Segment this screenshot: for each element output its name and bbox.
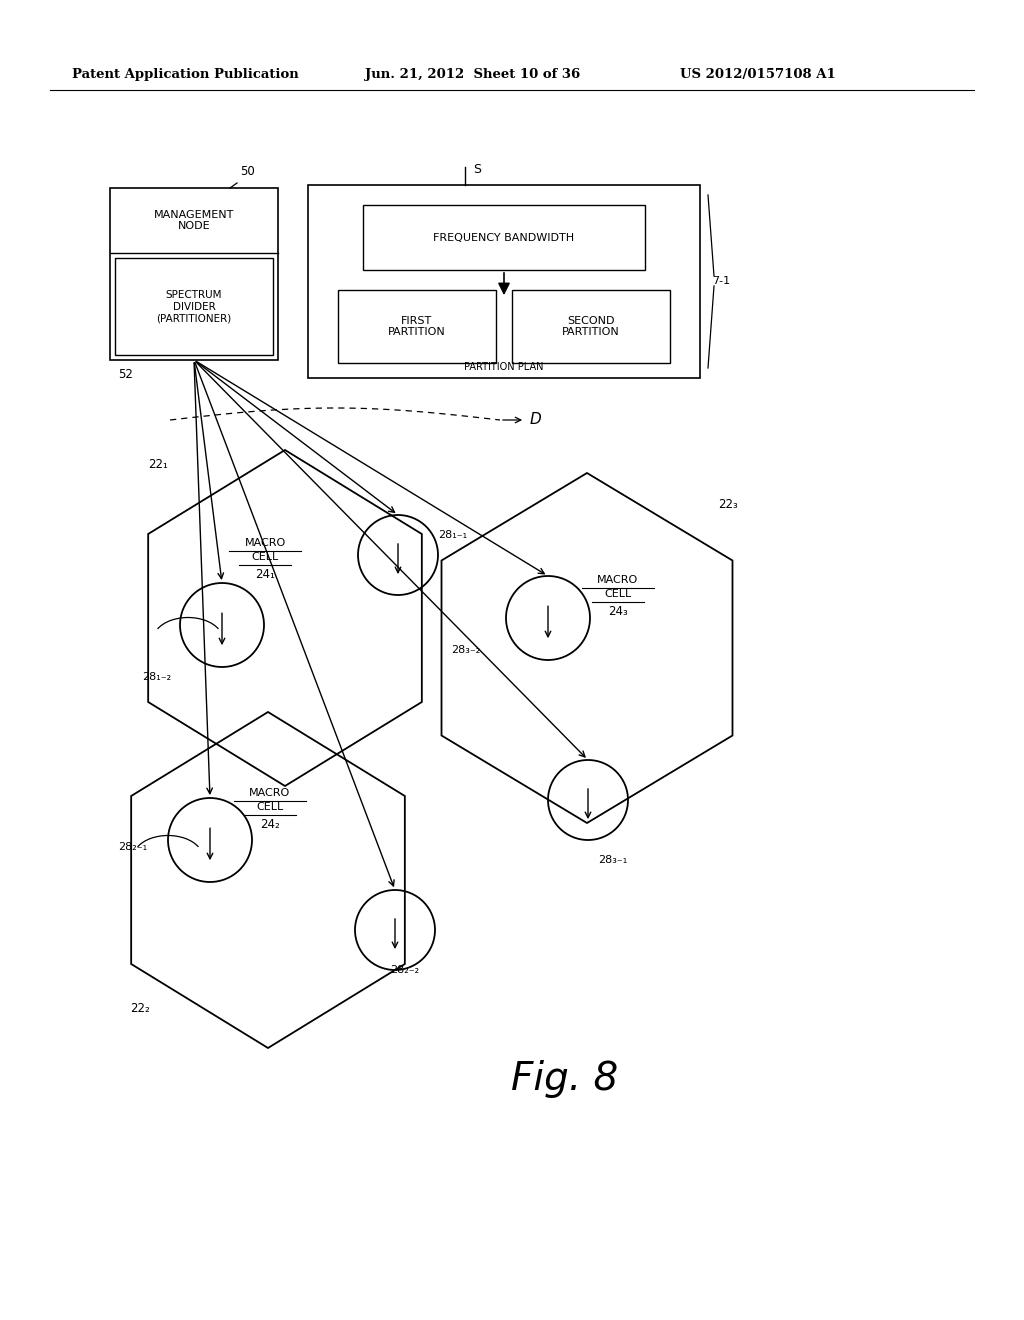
- Text: 24₂: 24₂: [260, 818, 280, 832]
- Text: SECOND
PARTITION: SECOND PARTITION: [562, 315, 620, 338]
- Text: FREQUENCY BANDWIDTH: FREQUENCY BANDWIDTH: [433, 232, 574, 243]
- Bar: [115, 259, 273, 355]
- Text: 22₂: 22₂: [130, 1002, 150, 1015]
- Bar: [512, 290, 670, 363]
- Text: 50: 50: [240, 165, 255, 178]
- Text: SPECTRUM
DIVIDER
(PARTITIONER): SPECTRUM DIVIDER (PARTITIONER): [157, 290, 231, 323]
- Text: 24₁: 24₁: [255, 568, 274, 581]
- Text: D: D: [530, 412, 542, 428]
- Text: PARTITION PLAN: PARTITION PLAN: [464, 362, 544, 372]
- Text: MANAGEMENT
NODE: MANAGEMENT NODE: [154, 210, 234, 231]
- Text: 22₃: 22₃: [718, 498, 737, 511]
- Text: 52: 52: [118, 368, 133, 381]
- Text: MACRO: MACRO: [245, 539, 286, 548]
- Text: FIRST
PARTITION: FIRST PARTITION: [388, 315, 445, 338]
- Text: 28₂₋₁: 28₂₋₁: [118, 842, 147, 851]
- Text: 28₁₋₂: 28₁₋₂: [142, 672, 171, 682]
- Text: 28₁₋₁: 28₁₋₁: [438, 531, 467, 540]
- Text: 28₃₋₁: 28₃₋₁: [598, 855, 628, 865]
- Text: CELL: CELL: [604, 589, 632, 599]
- Bar: [362, 205, 645, 271]
- Text: 24₃: 24₃: [608, 605, 628, 618]
- Text: Jun. 21, 2012  Sheet 10 of 36: Jun. 21, 2012 Sheet 10 of 36: [365, 69, 581, 81]
- Text: 22₁: 22₁: [148, 458, 168, 471]
- Text: US 2012/0157108 A1: US 2012/0157108 A1: [680, 69, 836, 81]
- Bar: [308, 185, 700, 378]
- Bar: [110, 187, 278, 360]
- Text: S: S: [473, 162, 481, 176]
- Text: MACRO: MACRO: [597, 576, 639, 585]
- Text: Patent Application Publication: Patent Application Publication: [72, 69, 299, 81]
- Text: MACRO: MACRO: [250, 788, 291, 799]
- Text: 7-1: 7-1: [712, 276, 730, 286]
- Text: CELL: CELL: [251, 552, 279, 562]
- Text: 28₃₋₂: 28₃₋₂: [451, 645, 480, 655]
- Text: CELL: CELL: [256, 803, 284, 812]
- Bar: [338, 290, 496, 363]
- Text: Fig. 8: Fig. 8: [511, 1060, 618, 1098]
- Text: 28₂₋₂: 28₂₋₂: [390, 965, 419, 975]
